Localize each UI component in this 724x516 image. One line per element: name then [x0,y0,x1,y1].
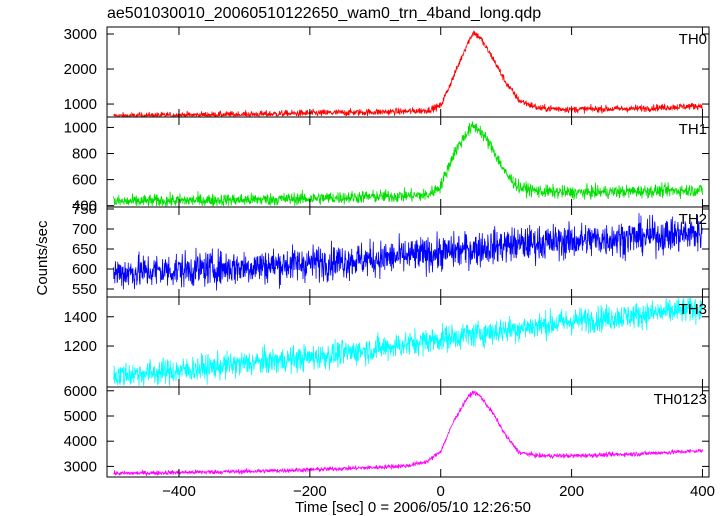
panel-label: TH2 [679,211,707,228]
y-tick-label: 1200 [64,338,97,355]
panel-frame [106,386,710,478]
x-tick-label: −200 [293,483,327,500]
panel-frame [106,26,710,118]
panel-label: TH1 [679,121,707,138]
panel-th3: 1200 1400 TH3 [64,296,710,388]
y-tick-label: 750 [72,201,97,218]
y-tick-label: 600 [72,261,97,278]
panel-th1: 400 600 800 1000 TH1 [64,116,710,215]
y-tick-label: 6000 [64,383,97,400]
y-tick-label: 400 [72,198,97,215]
panel-th2: 550 600 650 700 750 TH2 [72,201,710,298]
y-tick-label: 1000 [64,119,97,136]
y-axis-label: Counts/sec [34,220,51,296]
x-tick-label: 0 [437,483,445,500]
series-line-th0 [113,29,703,118]
x-axis-label: Time [sec] 0 = 2006/05/10 12:26:50 [295,499,531,516]
y-tick-label: 600 [72,172,97,189]
panel-label: TH3 [679,301,707,318]
y-tick-label: 550 [72,281,97,298]
y-tick-label: 2000 [64,61,97,78]
series-line-th1 [113,121,703,208]
x-tick-label: 200 [559,483,584,500]
x-tick-label: 400 [690,483,715,500]
y-tick-label: 700 [72,221,97,238]
chart-title: ae501030010_20060510122650_wam0_trn_4ban… [107,5,541,22]
panel-th0123: 3000 4000 5000 6000 TH0123 [64,383,710,478]
panel-label: TH0 [679,31,707,48]
x-tick-label: −400 [162,483,196,500]
panel-frame [106,206,710,298]
y-tick-label: 5000 [64,408,97,425]
y-tick-label: 650 [72,241,97,258]
series-line-th3 [113,297,703,387]
y-tick-label: 3000 [64,26,97,43]
y-tick-label: 800 [72,146,97,163]
y-tick-label: 1400 [64,309,97,326]
y-tick-label: 3000 [64,458,97,475]
y-tick-label: 4000 [64,433,97,450]
series-line-th2 [113,213,703,291]
series-line-th0123 [113,390,703,477]
panel-label: TH0123 [654,391,707,408]
y-tick-label: 1000 [64,96,97,113]
panel-th0: 1000 2000 3000 TH0 [64,26,710,118]
